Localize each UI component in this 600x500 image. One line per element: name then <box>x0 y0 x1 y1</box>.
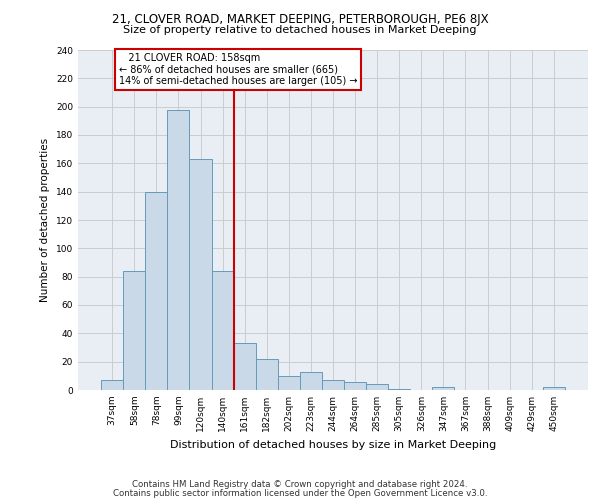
Bar <box>256 359 278 390</box>
Bar <box>123 271 145 390</box>
X-axis label: Distribution of detached houses by size in Market Deeping: Distribution of detached houses by size … <box>170 440 496 450</box>
Text: Size of property relative to detached houses in Market Deeping: Size of property relative to detached ho… <box>123 25 477 35</box>
Text: Contains public sector information licensed under the Open Government Licence v3: Contains public sector information licen… <box>113 488 487 498</box>
Text: 21, CLOVER ROAD, MARKET DEEPING, PETERBOROUGH, PE6 8JX: 21, CLOVER ROAD, MARKET DEEPING, PETERBO… <box>112 12 488 26</box>
Bar <box>388 388 410 390</box>
Bar <box>322 380 344 390</box>
Bar <box>167 110 190 390</box>
Bar <box>101 380 123 390</box>
Bar <box>212 271 233 390</box>
Y-axis label: Number of detached properties: Number of detached properties <box>40 138 50 302</box>
Text: Contains HM Land Registry data © Crown copyright and database right 2024.: Contains HM Land Registry data © Crown c… <box>132 480 468 489</box>
Bar <box>145 192 167 390</box>
Bar <box>433 387 454 390</box>
Text: 21 CLOVER ROAD: 158sqm
← 86% of detached houses are smaller (665)
14% of semi-de: 21 CLOVER ROAD: 158sqm ← 86% of detached… <box>119 53 358 86</box>
Bar <box>366 384 388 390</box>
Bar <box>300 372 322 390</box>
Bar <box>233 343 256 390</box>
Bar <box>543 387 565 390</box>
Bar <box>344 382 366 390</box>
Bar <box>278 376 300 390</box>
Bar <box>190 159 212 390</box>
